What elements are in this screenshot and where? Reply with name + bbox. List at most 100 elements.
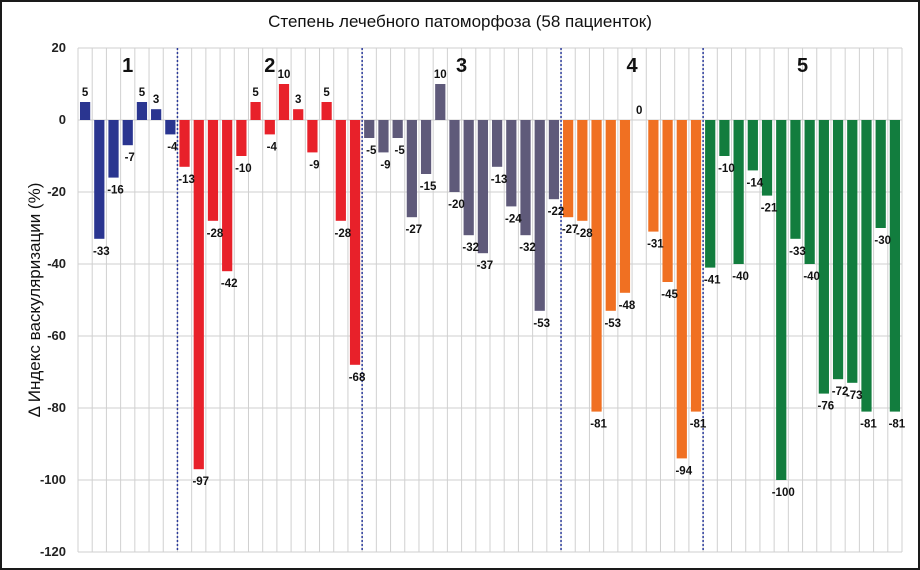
y-tick-label: -40 [47,256,66,271]
bar [406,120,417,218]
data-label: -32 [519,242,536,254]
bar [719,120,730,156]
data-label: 10 [278,69,291,81]
bar [236,120,247,156]
group-label: 3 [456,55,467,77]
data-label: -76 [818,401,835,413]
data-label: -97 [192,476,209,488]
data-label: -5 [366,145,377,157]
bar [321,102,332,120]
y-tick-label: -60 [47,328,66,343]
data-label: -27 [406,224,423,236]
bar [250,102,261,120]
bar [179,120,190,167]
data-label: -48 [619,300,636,312]
bar [776,120,787,480]
bar [605,120,616,311]
bar [378,120,389,153]
data-label: -24 [505,213,522,225]
bar [463,120,474,236]
bar [506,120,517,207]
data-label: -16 [107,185,124,197]
bar [122,120,133,146]
bar [151,109,162,120]
bar [818,120,829,394]
group-label: 2 [264,55,275,77]
data-label: -13 [491,174,508,186]
data-label: -81 [690,419,707,431]
data-label: -10 [718,163,735,175]
bar [264,120,275,135]
data-label: -94 [675,465,692,477]
bar [662,120,673,282]
data-label: -100 [772,487,795,499]
bar [875,120,886,228]
data-label: -53 [604,318,621,330]
bar [293,109,304,120]
data-label: -10 [235,163,252,175]
group-label: 5 [797,55,808,77]
data-label: -9 [380,159,390,171]
data-label: -32 [462,242,479,254]
data-label: 5 [323,87,330,99]
bar [108,120,119,178]
y-tick-label: -120 [40,544,66,559]
data-label: -28 [207,228,224,240]
data-label: -27 [562,224,579,236]
data-label: -31 [647,239,664,251]
bar [335,120,346,221]
bar [222,120,233,272]
bar [619,120,631,293]
bar [207,120,219,221]
bar [690,120,702,412]
data-label: -4 [267,141,278,153]
group-labels: 1 2 3 4 5 [122,55,808,77]
data-label: -28 [576,228,593,240]
data-label: -37 [477,260,494,272]
bar [278,84,290,120]
bar [648,120,659,232]
chart-title: Степень лечебного патоморфоза (58 пациен… [268,12,652,31]
bar [477,120,489,254]
bar [747,120,758,171]
data-label: -4 [167,141,178,153]
bar [790,120,801,239]
group-label: 4 [627,55,639,77]
data-labels: 5-33-16-753-4-13-97-28-42-105-4103-95-28… [82,69,906,499]
group-separators [176,48,704,552]
data-label: 10 [434,69,447,81]
data-label: -14 [747,177,764,189]
y-tick-label: -20 [47,184,66,199]
bar [804,120,815,264]
data-label: 3 [153,94,159,106]
bar [193,120,204,470]
bar [577,120,588,221]
bar [165,120,176,135]
y-tick-label: -80 [47,400,66,415]
bar [94,120,105,239]
data-label: -33 [93,246,110,258]
data-label: -68 [349,372,366,384]
bar [563,120,574,218]
group-label: 1 [122,55,133,77]
data-label: -81 [860,419,877,431]
bar [364,120,375,138]
data-label: -20 [448,199,465,211]
bar [591,120,602,412]
bar [548,120,560,200]
bar [847,120,858,383]
data-label: -41 [704,275,721,287]
bar [733,120,744,264]
bar [861,120,872,412]
bar [832,120,844,380]
bars [79,84,901,480]
bar [676,120,687,459]
data-label: -42 [221,278,238,290]
data-label: -73 [846,390,863,402]
data-label: -72 [832,386,849,398]
bar [392,120,403,138]
bar [889,120,901,412]
bar [420,120,432,174]
